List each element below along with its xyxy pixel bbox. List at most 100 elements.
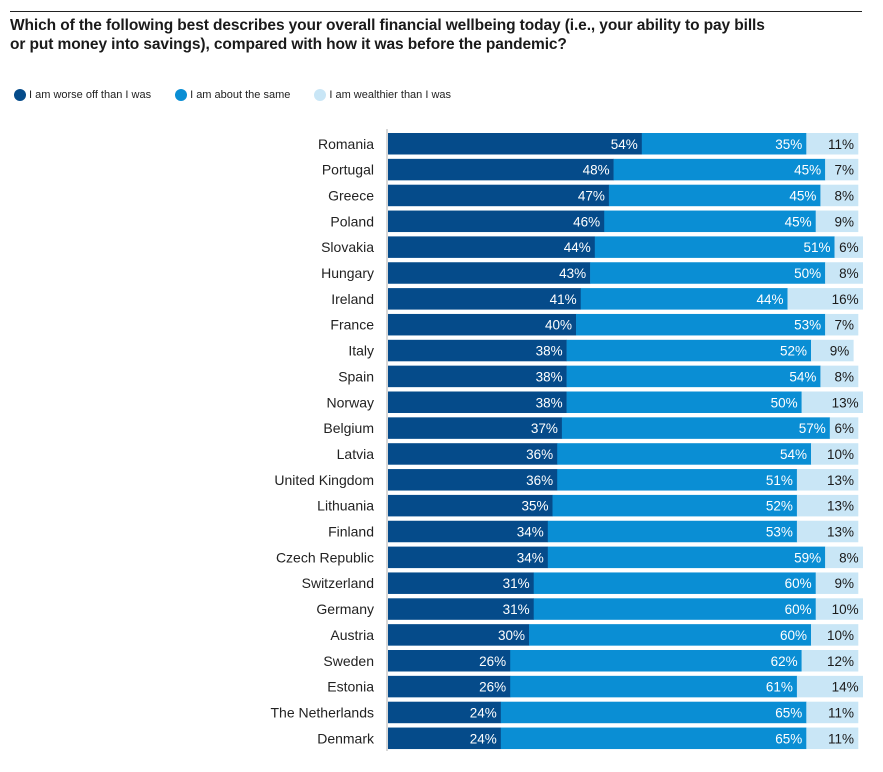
bar-segment-same	[608, 184, 821, 207]
data-label: 45%	[794, 163, 821, 178]
bar-segment-wealthier	[801, 650, 859, 672]
category-label: Italy	[348, 343, 374, 359]
category-label: Latvia	[337, 446, 375, 462]
category-label: Czech Republic	[276, 549, 374, 565]
data-label: 38%	[536, 395, 563, 410]
category-label: Portugal	[322, 162, 374, 178]
bar-row: Germany 31% 60% 10%	[316, 598, 863, 620]
bar-segment-worse	[388, 675, 511, 698]
data-label: 7%	[834, 163, 854, 178]
data-label: 45%	[785, 214, 812, 229]
category-label: Norway	[327, 394, 374, 410]
bar-row: Norway 38% 50% 13%	[327, 391, 863, 413]
bar-segment-same	[590, 262, 826, 284]
data-label: 38%	[536, 369, 563, 384]
data-label: 34%	[517, 550, 544, 565]
data-label: 50%	[794, 266, 821, 281]
bar-segment-worse	[388, 624, 530, 646]
legend-label: I am wealthier than I was	[329, 89, 452, 101]
data-label: 37%	[531, 421, 558, 436]
bar-segment-worse	[388, 288, 581, 310]
data-label: 6%	[834, 421, 854, 436]
legend-dot-icon	[175, 89, 188, 101]
bar-segment-same	[533, 598, 816, 620]
bar-segment-same	[580, 288, 788, 310]
data-label: 53%	[766, 525, 793, 540]
data-label: 34%	[517, 525, 544, 540]
legend: I am worse off than I was I am about the…	[14, 89, 475, 101]
bar-row: Portugal 48% 45% 7%	[322, 158, 859, 181]
category-label: Finland	[328, 524, 374, 540]
bar-segment-same	[557, 443, 812, 465]
data-label: 38%	[536, 344, 563, 359]
bar-row: Switzerland 31% 60% 9%	[302, 572, 859, 594]
data-label: 57%	[799, 421, 826, 436]
bar-segment-worse	[388, 701, 502, 724]
data-label: 31%	[503, 602, 530, 617]
bar-segment-worse	[388, 210, 605, 233]
data-label: 10%	[832, 602, 859, 617]
data-label: 61%	[766, 680, 793, 695]
data-label: 13%	[827, 499, 854, 514]
data-label: 11%	[828, 137, 854, 152]
data-label: 9%	[834, 214, 854, 229]
bar-segment-wealthier	[829, 417, 859, 439]
data-label: 36%	[526, 447, 553, 462]
category-label: Spain	[338, 368, 374, 384]
data-label: 12%	[827, 654, 854, 669]
bar-segment-worse	[388, 520, 549, 543]
bar-row: Ireland 41% 44% 16%	[331, 288, 863, 310]
bar-segment-wealthier	[825, 546, 863, 569]
bar-segment-worse	[388, 236, 596, 258]
bar-segment-worse	[388, 339, 567, 362]
bar-segment-worse	[388, 443, 558, 465]
bar-segment-same	[533, 572, 816, 594]
bar-segment-wealthier	[787, 288, 863, 310]
data-label: 50%	[771, 395, 798, 410]
chart-title-line-1: Which of the following best describes yo…	[10, 17, 765, 34]
bar-segment-same	[552, 494, 798, 517]
category-label: Germany	[316, 601, 374, 617]
bar-row: Finland 34% 53% 13%	[328, 520, 859, 543]
category-label: The Netherlands	[270, 704, 374, 720]
bar-row: Spain 38% 54% 8%	[338, 365, 859, 388]
bar-row: Poland 46% 45% 9%	[330, 210, 859, 233]
data-label: 65%	[775, 705, 802, 720]
bar-segment-same	[510, 650, 802, 672]
data-label: 54%	[789, 369, 816, 384]
data-label: 24%	[470, 731, 497, 746]
data-label: 51%	[766, 473, 793, 488]
data-label: 13%	[827, 525, 854, 540]
data-label: 6%	[839, 240, 859, 255]
bar-segment-same	[510, 675, 798, 698]
bar-segment-worse	[388, 727, 502, 750]
category-label: Austria	[330, 627, 374, 643]
data-label: 11%	[828, 731, 854, 746]
bar-segment-wealthier	[834, 236, 863, 258]
bar-segment-worse	[388, 494, 553, 517]
data-label: 10%	[827, 447, 854, 462]
bar-segment-worse	[388, 133, 643, 155]
data-label: 62%	[771, 654, 798, 669]
data-label: 60%	[785, 576, 812, 591]
legend-item-same: I am about the same	[175, 89, 290, 101]
bar-row: Hungary 43% 50% 8%	[321, 262, 863, 284]
bar-segment-wealthier	[825, 158, 859, 181]
data-label: 26%	[479, 680, 506, 695]
bar-segment-wealthier	[806, 133, 859, 155]
bar-segment-wealthier	[801, 391, 863, 413]
data-label: 46%	[573, 214, 600, 229]
bar-row: Austria 30% 60% 10%	[330, 624, 859, 646]
bar-segment-wealthier	[815, 572, 859, 594]
bar-segment-wealthier	[796, 520, 859, 543]
category-label: Lithuania	[317, 498, 374, 514]
bar-segment-same	[557, 469, 798, 491]
bar-row: Estonia 26% 61% 14%	[327, 675, 863, 698]
bar-segment-wealthier	[811, 624, 859, 646]
legend-label: I am worse off than I was	[29, 89, 152, 101]
bar-segment-worse	[388, 572, 534, 594]
category-label: Ireland	[331, 291, 374, 307]
category-label: Poland	[330, 213, 374, 229]
